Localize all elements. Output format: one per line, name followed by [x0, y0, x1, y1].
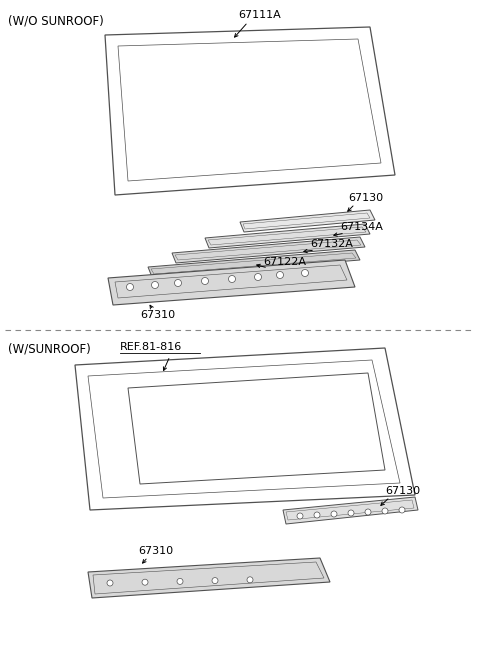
- Polygon shape: [283, 497, 418, 524]
- Circle shape: [399, 507, 405, 513]
- Text: REF.81-816: REF.81-816: [120, 342, 182, 352]
- Circle shape: [247, 577, 253, 583]
- Circle shape: [365, 509, 371, 515]
- Text: 67132A: 67132A: [310, 239, 353, 249]
- Text: (W/SUNROOF): (W/SUNROOF): [8, 342, 91, 355]
- Polygon shape: [88, 360, 400, 498]
- Text: 67310: 67310: [140, 310, 175, 320]
- Text: 67310: 67310: [138, 546, 173, 556]
- Text: 67134A: 67134A: [340, 222, 383, 232]
- Polygon shape: [118, 39, 381, 181]
- Polygon shape: [105, 27, 395, 195]
- Circle shape: [276, 272, 284, 279]
- Circle shape: [202, 277, 208, 285]
- Circle shape: [127, 283, 133, 291]
- Polygon shape: [75, 348, 415, 510]
- Circle shape: [177, 579, 183, 584]
- Circle shape: [212, 577, 218, 584]
- Circle shape: [175, 279, 181, 287]
- Circle shape: [142, 579, 148, 585]
- Text: 67111A: 67111A: [238, 10, 281, 20]
- Circle shape: [107, 580, 113, 586]
- Polygon shape: [108, 260, 355, 305]
- Polygon shape: [128, 373, 385, 484]
- Polygon shape: [172, 237, 365, 263]
- Circle shape: [348, 510, 354, 516]
- Polygon shape: [240, 210, 375, 232]
- Circle shape: [254, 274, 262, 281]
- Circle shape: [297, 513, 303, 519]
- Circle shape: [331, 511, 337, 517]
- Text: 67130: 67130: [348, 193, 383, 203]
- Text: 67130: 67130: [385, 486, 420, 496]
- Circle shape: [314, 512, 320, 518]
- Text: (W/O SUNROOF): (W/O SUNROOF): [8, 14, 104, 27]
- Circle shape: [152, 281, 158, 289]
- Polygon shape: [205, 224, 370, 248]
- Circle shape: [301, 270, 309, 276]
- Polygon shape: [148, 250, 360, 277]
- Circle shape: [228, 276, 236, 283]
- Circle shape: [382, 508, 388, 514]
- Polygon shape: [88, 558, 330, 598]
- Text: 67122A: 67122A: [263, 257, 306, 267]
